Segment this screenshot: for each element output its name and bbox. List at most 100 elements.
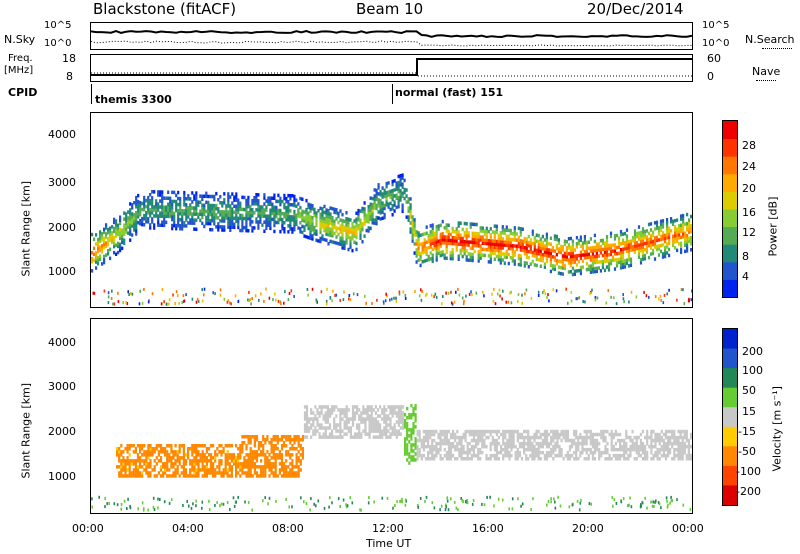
velocity-cell	[577, 447, 580, 452]
velocity-cell	[437, 435, 440, 440]
power-cell	[257, 211, 260, 215]
power-cell	[371, 221, 374, 225]
velocity-cell	[533, 444, 536, 449]
velocity-cell	[341, 411, 344, 415]
power-cell	[639, 245, 643, 250]
power-cell	[561, 248, 564, 252]
power-cell	[261, 208, 264, 212]
velocity-cell	[147, 471, 150, 475]
power-cell	[183, 190, 186, 195]
velocity-cell	[614, 429, 617, 434]
power-cell	[447, 238, 450, 242]
velocity-cell	[475, 441, 478, 446]
power-cell	[291, 203, 294, 207]
power-cell	[269, 217, 272, 222]
velocity-cell	[685, 435, 688, 440]
velocity-cell	[623, 444, 626, 449]
power-cell	[603, 256, 607, 260]
velocity-cell	[368, 423, 371, 427]
power-cell	[229, 210, 232, 214]
power-cell	[439, 232, 442, 237]
power-cell	[387, 202, 390, 206]
power-cell	[649, 252, 653, 256]
velocity-cell	[328, 414, 332, 418]
velocity-cell	[295, 462, 298, 466]
cpid-marker-start	[91, 84, 92, 104]
power-cell	[99, 254, 102, 258]
power-cell	[690, 248, 693, 252]
power-cell	[237, 219, 240, 224]
power-cell	[187, 221, 190, 225]
velocity-cell	[453, 500, 456, 504]
power-cell	[237, 210, 240, 215]
velocity-cell	[237, 453, 240, 457]
power-cell	[307, 226, 310, 231]
velocity-cell	[385, 432, 388, 436]
velocity-cell	[410, 431, 413, 435]
velocity-cell	[241, 447, 244, 451]
power-cell	[517, 293, 520, 296]
power-cell	[231, 216, 234, 220]
power-cell	[453, 242, 456, 246]
power-cell	[293, 194, 296, 199]
velocity-cell	[207, 453, 211, 457]
velocity-cell	[468, 457, 471, 461]
velocity-cell	[585, 429, 588, 434]
velocity-cell	[389, 435, 392, 439]
velocity-cell	[209, 471, 213, 475]
power-cell	[591, 258, 594, 262]
velocity-cell	[466, 457, 469, 461]
power-cell	[431, 229, 434, 233]
power-cell	[577, 241, 580, 246]
velocity-cell	[341, 417, 344, 421]
power-cell	[341, 228, 344, 232]
power-cell	[203, 212, 206, 217]
power-cell	[267, 223, 270, 227]
power-cell	[339, 239, 342, 243]
power-cell	[293, 224, 296, 229]
power-cell	[381, 204, 384, 208]
velocity-cell	[404, 437, 407, 441]
power-cell	[241, 195, 244, 200]
velocity-cell	[414, 413, 417, 417]
velocity-cell	[385, 408, 388, 412]
power-cell	[501, 225, 504, 229]
power-cell	[95, 266, 98, 270]
power-cell	[273, 205, 276, 210]
power-cell	[103, 227, 106, 232]
power-cell	[287, 206, 290, 210]
velocity-cell	[383, 417, 386, 421]
velocity-cell	[510, 441, 513, 446]
velocity-cell	[479, 438, 482, 443]
velocity-cell	[331, 435, 334, 439]
velocity-cell	[502, 438, 505, 443]
power-cell	[615, 302, 618, 306]
velocity-cell	[362, 420, 365, 424]
velocity-cell	[285, 453, 288, 457]
power-cell	[593, 248, 596, 253]
power-cell	[471, 234, 474, 239]
power-cell	[513, 232, 516, 236]
power-cell	[109, 256, 112, 261]
velocity-cell	[170, 444, 173, 448]
velocity-cell	[205, 465, 208, 469]
power-cell	[227, 213, 230, 217]
power-cell	[439, 238, 442, 243]
velocity-cell	[239, 447, 242, 451]
power-cell	[307, 211, 310, 216]
velocity-cell	[687, 441, 690, 446]
velocity-cell	[658, 457, 661, 461]
velocity-cell	[497, 441, 501, 446]
velocity-cell	[295, 471, 298, 475]
power-cell	[581, 241, 584, 245]
power-cell	[647, 255, 651, 260]
power-cell	[457, 257, 460, 261]
power-cell	[189, 218, 192, 222]
power-cell	[221, 210, 224, 214]
velocity-cell	[201, 462, 204, 466]
velocity-cell	[266, 456, 269, 460]
power-cell	[509, 237, 512, 242]
velocity-cell	[580, 498, 582, 502]
velocity-cell	[216, 465, 219, 469]
power-cell	[385, 190, 388, 195]
